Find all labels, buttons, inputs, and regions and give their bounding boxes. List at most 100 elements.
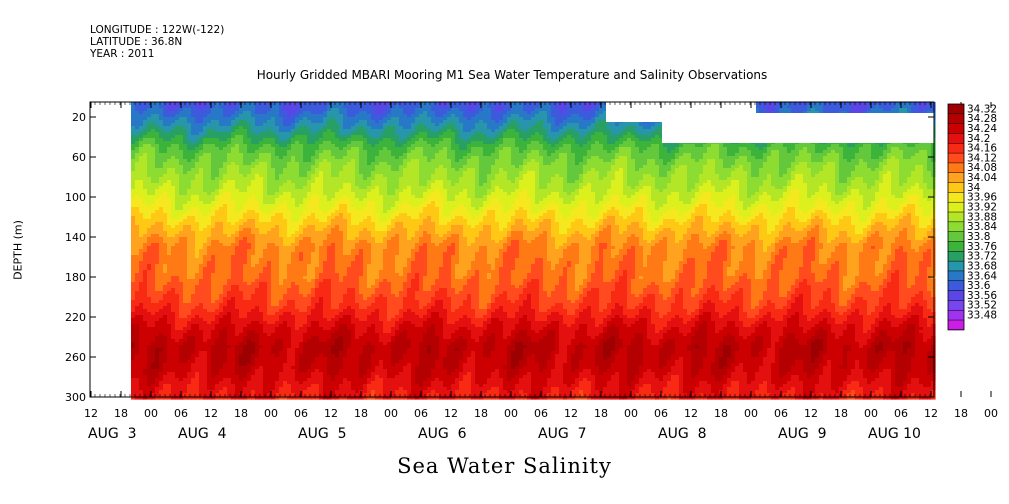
salinity-cell [155, 144, 160, 148]
salinity-cell [159, 327, 164, 331]
salinity-cell [135, 351, 140, 355]
salinity-cell [151, 345, 156, 349]
salinity-cell [135, 315, 140, 319]
salinity-cell [163, 330, 168, 334]
salinity-cell [131, 219, 136, 223]
salinity-cell [131, 156, 136, 160]
salinity-cell [131, 216, 136, 220]
salinity-cell [135, 204, 140, 208]
salinity-cell [131, 393, 136, 397]
salinity-cell [167, 171, 172, 175]
salinity-cell [131, 102, 136, 106]
salinity-cell [139, 144, 144, 148]
salinity-cell [163, 255, 168, 259]
salinity-cell [139, 249, 144, 253]
salinity-cell [147, 219, 152, 223]
salinity-cell [163, 117, 168, 121]
salinity-cell [163, 342, 168, 346]
salinity-cell [147, 255, 152, 259]
salinity-cell [167, 204, 172, 208]
salinity-cell [163, 147, 168, 151]
salinity-cell [159, 339, 164, 343]
salinity-cell [139, 321, 144, 325]
salinity-cell [167, 396, 172, 400]
salinity-cell [143, 225, 148, 229]
salinity-cell [135, 291, 140, 295]
salinity-cell [163, 198, 168, 202]
salinity-cell [131, 327, 136, 331]
salinity-cell [167, 105, 172, 109]
salinity-cell [163, 327, 168, 331]
salinity-cell [151, 195, 156, 199]
salinity-cell [167, 198, 172, 202]
salinity-cell [163, 273, 168, 277]
salinity-cell [155, 126, 160, 130]
salinity-cell [131, 237, 136, 241]
salinity-cell [139, 159, 144, 163]
salinity-cell [147, 342, 152, 346]
salinity-cell [167, 225, 172, 229]
salinity-cell [163, 219, 168, 223]
salinity-cell [151, 201, 156, 205]
salinity-cell [159, 351, 164, 355]
salinity-cell [143, 300, 148, 304]
salinity-cell [163, 276, 168, 280]
salinity-cell [147, 360, 152, 364]
salinity-cell [171, 105, 176, 109]
salinity-cell [131, 384, 136, 388]
salinity-cell [155, 396, 160, 400]
salinity-cell [163, 111, 168, 115]
salinity-cell [139, 276, 144, 280]
salinity-cell [131, 171, 136, 175]
salinity-cell [171, 108, 176, 112]
salinity-cell [151, 243, 156, 247]
salinity-cell [139, 138, 144, 142]
salinity-cell [159, 141, 164, 145]
salinity-cell [143, 240, 148, 244]
salinity-cell [147, 357, 152, 361]
salinity-cell [155, 120, 160, 124]
salinity-cell [163, 234, 168, 238]
salinity-cell [143, 366, 148, 370]
salinity-cell [151, 378, 156, 382]
salinity-cell [135, 120, 140, 124]
year-label: YEAR : 2011 [90, 48, 224, 60]
salinity-cell [139, 312, 144, 316]
salinity-cell [139, 117, 144, 121]
salinity-cell [159, 201, 164, 205]
salinity-cell [143, 111, 148, 115]
salinity-cell [155, 333, 160, 337]
salinity-cell [143, 303, 148, 307]
salinity-cell [159, 291, 164, 295]
salinity-cell [135, 222, 140, 226]
salinity-cell [159, 138, 164, 142]
salinity-cell [151, 135, 156, 139]
salinity-cell [131, 282, 136, 286]
salinity-cell [147, 138, 152, 142]
salinity-cell [143, 339, 148, 343]
salinity-cell [155, 252, 160, 256]
salinity-cell [151, 387, 156, 391]
salinity-cell [147, 222, 152, 226]
salinity-cell [159, 357, 164, 361]
salinity-cell [151, 369, 156, 373]
salinity-cell [167, 210, 172, 214]
salinity-cell [155, 129, 160, 133]
salinity-cell [167, 294, 172, 298]
salinity-cell [147, 177, 152, 181]
salinity-cell [139, 234, 144, 238]
salinity-cell [167, 192, 172, 196]
salinity-cell [155, 339, 160, 343]
salinity-cell [155, 117, 160, 121]
salinity-cell [167, 102, 172, 106]
salinity-cell [131, 123, 136, 127]
salinity-cell [163, 183, 168, 187]
salinity-cell [135, 318, 140, 322]
salinity-cell [167, 180, 172, 184]
salinity-cell [139, 129, 144, 133]
salinity-cell [143, 330, 148, 334]
salinity-cell [167, 351, 172, 355]
salinity-cell [151, 276, 156, 280]
salinity-cell [147, 372, 152, 376]
salinity-cell [135, 303, 140, 307]
